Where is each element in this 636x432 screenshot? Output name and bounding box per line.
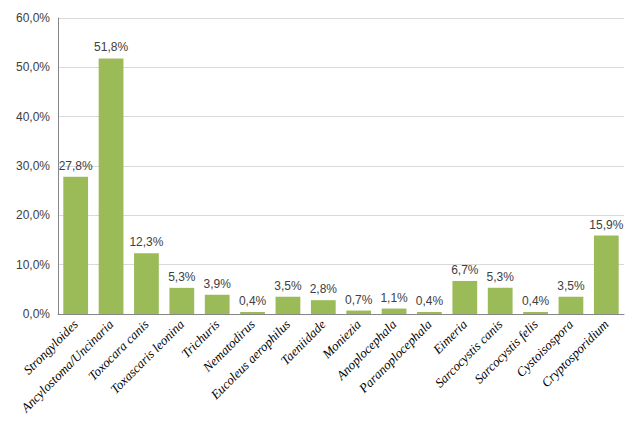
svg-text:Moniezia: Moniezia: [319, 316, 364, 362]
svg-text:1,1%: 1,1%: [380, 291, 408, 305]
svg-text:Ancylostoma/Uncinaria: Ancylostoma/Uncinaria: [18, 316, 117, 415]
svg-text:Eucoleus aerophilus: Eucoleus aerophilus: [207, 316, 294, 403]
svg-text:0,0%: 0,0%: [23, 307, 51, 321]
svg-text:60,0%: 60,0%: [16, 11, 50, 25]
svg-text:20,0%: 20,0%: [16, 208, 50, 222]
svg-text:Sarcocystis felis: Sarcocystis felis: [471, 316, 541, 387]
svg-text:12,3%: 12,3%: [129, 235, 163, 249]
svg-text:6,7%: 6,7%: [451, 263, 479, 277]
svg-text:0,4%: 0,4%: [416, 294, 444, 308]
svg-text:50,0%: 50,0%: [16, 60, 50, 74]
svg-text:Anoplocephala: Anoplocephala: [333, 316, 400, 383]
svg-text:0,4%: 0,4%: [522, 294, 550, 308]
svg-text:0,4%: 0,4%: [239, 294, 267, 308]
svg-text:Toxocara canis: Toxocara canis: [85, 317, 152, 384]
svg-text:Toxascaris leonina: Toxascaris leonina: [107, 317, 187, 397]
svg-text:2,8%: 2,8%: [310, 282, 338, 296]
svg-text:Strongyloides: Strongyloides: [20, 316, 81, 378]
svg-text:5,3%: 5,3%: [168, 270, 196, 284]
svg-text:40,0%: 40,0%: [16, 110, 50, 124]
svg-text:Paranoplocephala: Paranoplocephala: [355, 317, 435, 397]
svg-text:Eimeria: Eimeria: [429, 316, 471, 357]
svg-text:Cryptosporidium: Cryptosporidium: [538, 317, 611, 390]
svg-text:Trichuris: Trichuris: [178, 316, 223, 361]
svg-text:Sarcocystis canis: Sarcocystis canis: [431, 316, 506, 391]
svg-text:Nematodirus: Nematodirus: [199, 316, 258, 375]
svg-text:27,8%: 27,8%: [59, 159, 93, 173]
svg-text:3,5%: 3,5%: [557, 279, 585, 293]
svg-text:51,8%: 51,8%: [94, 40, 128, 54]
svg-text:Taeniidade: Taeniidade: [278, 317, 329, 368]
svg-text:10,0%: 10,0%: [16, 258, 50, 272]
svg-text:3,5%: 3,5%: [274, 279, 302, 293]
svg-text:0,7%: 0,7%: [345, 293, 373, 307]
svg-text:3,9%: 3,9%: [204, 277, 232, 291]
svg-text:30,0%: 30,0%: [16, 159, 50, 173]
svg-text:5,3%: 5,3%: [487, 270, 515, 284]
svg-text:15,9%: 15,9%: [589, 218, 623, 232]
svg-text:Cystoisospora: Cystoisospora: [513, 316, 577, 380]
